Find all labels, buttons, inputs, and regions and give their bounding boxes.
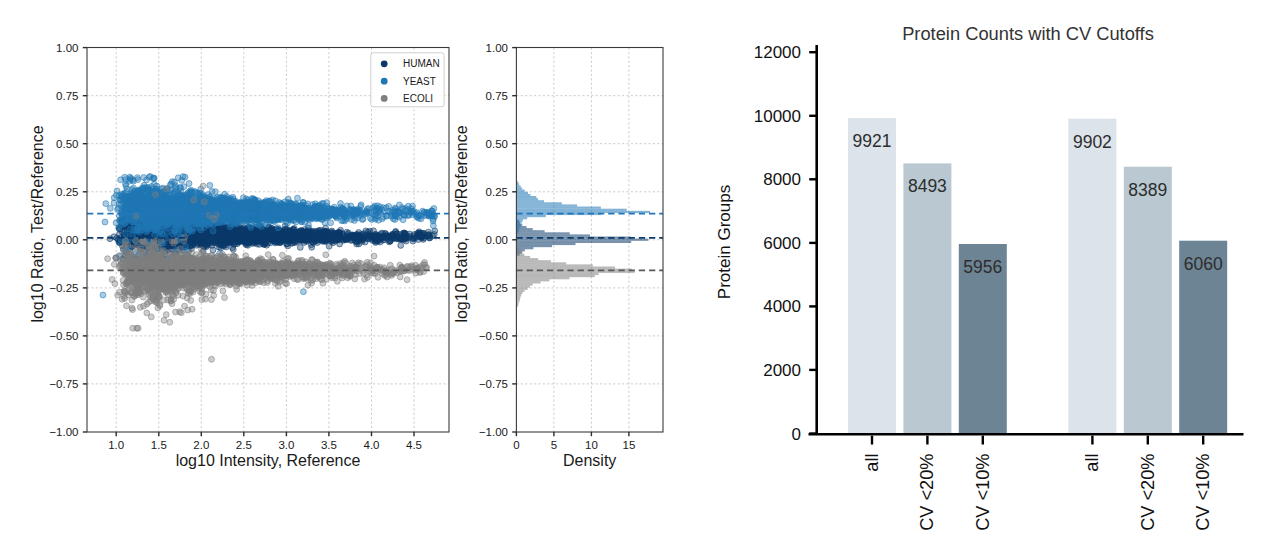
svg-text:−1.00: −1.00 — [479, 426, 508, 438]
svg-text:1.0: 1.0 — [108, 439, 124, 451]
svg-text:CV <20%: CV <20% — [1138, 454, 1158, 531]
svg-text:2.0: 2.0 — [193, 439, 209, 451]
svg-text:0.25: 0.25 — [56, 186, 78, 198]
svg-text:HUMAN: HUMAN — [403, 58, 440, 69]
svg-text:ECOLI: ECOLI — [403, 93, 433, 104]
svg-text:CV <20%: CV <20% — [917, 454, 937, 531]
svg-text:4000: 4000 — [763, 297, 801, 316]
svg-text:0.50: 0.50 — [56, 138, 78, 150]
svg-text:Protein Counts with CV Cutoffs: Protein Counts with CV Cutoffs — [902, 23, 1154, 44]
svg-text:YEAST: YEAST — [403, 76, 436, 87]
svg-text:CV <10%: CV <10% — [973, 454, 993, 531]
svg-text:0.75: 0.75 — [56, 90, 78, 102]
svg-text:1.00: 1.00 — [486, 42, 508, 54]
svg-text:0.50: 0.50 — [486, 138, 508, 150]
svg-text:Protein Groups: Protein Groups — [715, 185, 734, 299]
svg-text:8493: 8493 — [908, 176, 947, 196]
svg-text:1.5: 1.5 — [151, 439, 167, 451]
svg-text:−0.50: −0.50 — [49, 330, 78, 342]
svg-text:all: all — [862, 454, 882, 472]
svg-text:2000: 2000 — [763, 361, 801, 380]
svg-text:12000: 12000 — [754, 43, 801, 62]
svg-text:1.00: 1.00 — [56, 42, 78, 54]
svg-text:3.0: 3.0 — [278, 439, 294, 451]
svg-text:Density: Density — [563, 452, 616, 469]
svg-text:−0.25: −0.25 — [479, 282, 508, 294]
svg-text:−0.25: −0.25 — [49, 282, 78, 294]
svg-text:CV <10%: CV <10% — [1193, 454, 1213, 531]
svg-text:6060: 6060 — [1184, 254, 1223, 274]
svg-text:9902: 9902 — [1073, 132, 1112, 152]
svg-text:log10 Ratio, Test/Reference: log10 Ratio, Test/Reference — [453, 125, 470, 322]
svg-text:2.5: 2.5 — [236, 439, 252, 451]
svg-text:−1.00: −1.00 — [49, 426, 78, 438]
svg-text:0: 0 — [792, 425, 801, 444]
svg-text:0.00: 0.00 — [486, 234, 508, 246]
svg-text:log10 Intensity, Reference: log10 Intensity, Reference — [176, 452, 361, 469]
svg-text:8389: 8389 — [1128, 180, 1167, 200]
svg-text:0.75: 0.75 — [486, 90, 508, 102]
svg-text:3.5: 3.5 — [321, 439, 337, 451]
svg-text:9921: 9921 — [853, 131, 892, 151]
svg-text:log10 Ratio, Test/Reference: log10 Ratio, Test/Reference — [29, 125, 46, 322]
svg-text:0: 0 — [513, 439, 519, 451]
svg-text:−0.75: −0.75 — [479, 378, 508, 390]
svg-text:0.25: 0.25 — [486, 186, 508, 198]
svg-text:4.0: 4.0 — [364, 439, 380, 451]
svg-text:6000: 6000 — [763, 234, 801, 253]
svg-text:all: all — [1082, 454, 1102, 472]
svg-text:5: 5 — [551, 439, 557, 451]
svg-text:−0.75: −0.75 — [49, 378, 78, 390]
svg-text:0.00: 0.00 — [56, 234, 78, 246]
svg-text:15: 15 — [623, 439, 636, 451]
svg-text:8000: 8000 — [763, 170, 801, 189]
svg-text:4.5: 4.5 — [406, 439, 422, 451]
svg-text:−0.50: −0.50 — [479, 330, 508, 342]
svg-text:10: 10 — [585, 439, 598, 451]
svg-text:10000: 10000 — [754, 107, 801, 126]
svg-text:5956: 5956 — [963, 257, 1002, 277]
